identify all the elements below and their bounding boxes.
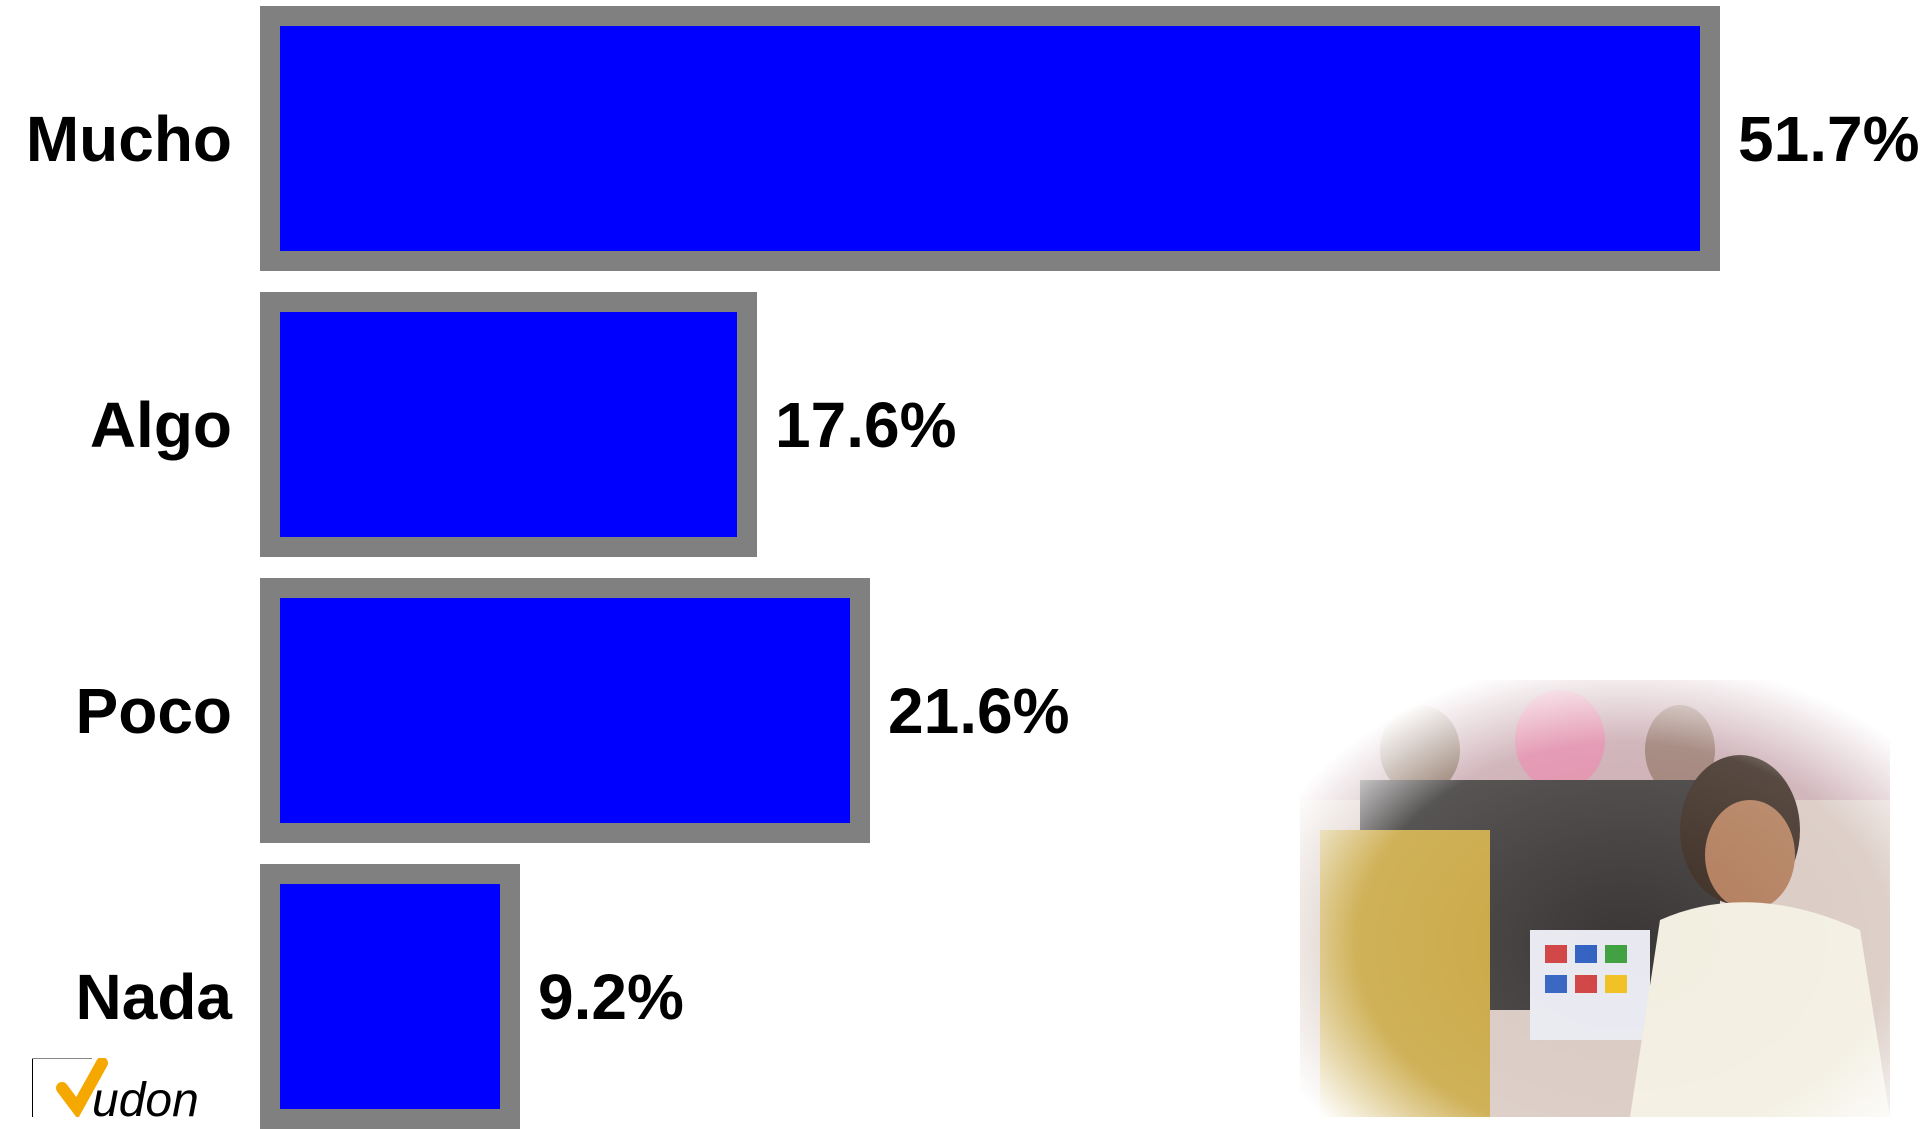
bar — [260, 292, 757, 557]
value-label: 9.2% — [538, 960, 684, 1033]
category-label: Mucho — [25, 102, 232, 175]
bar — [260, 864, 520, 1129]
logo: udon — [32, 1058, 252, 1117]
logo-text: udon — [92, 1074, 199, 1117]
value-label: 51.7% — [1738, 102, 1920, 175]
bar — [260, 578, 870, 843]
voting-photo — [1300, 680, 1890, 1117]
value-label: 21.6% — [888, 674, 1070, 747]
value-label: 17.6% — [775, 388, 957, 461]
category-label: Poco — [75, 674, 232, 747]
bar — [260, 6, 1720, 271]
category-label: Algo — [89, 388, 232, 461]
category-label: Nada — [75, 960, 233, 1033]
